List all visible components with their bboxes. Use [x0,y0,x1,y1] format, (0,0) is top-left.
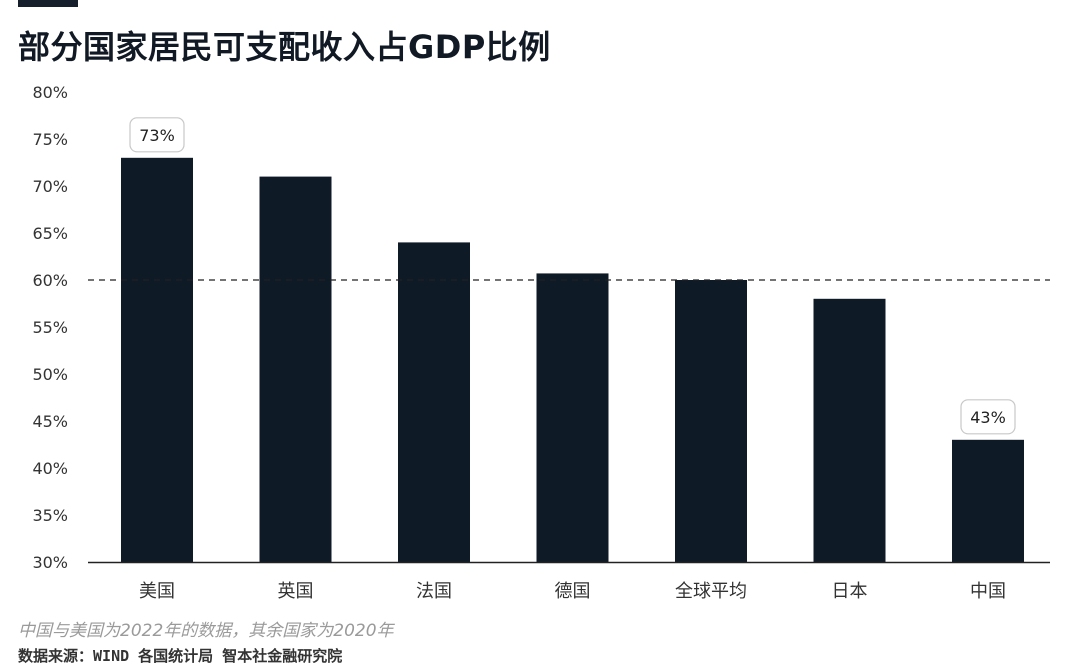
data-note: 中国与美国为2022年的数据，其余国家为2020年 [18,621,394,641]
header-accent-bar [18,0,78,7]
bar [121,157,193,563]
y-tick-label: 35% [32,506,68,525]
data-source-label: 数据来源： [18,647,94,665]
bar-chart: 30% 35% 40% 45% 50% 55% 60% 65% 70% 75% 80% 美国 英国 法国 德… [32,83,1050,602]
bar [259,176,332,562]
x-tick-label: 法国 [416,581,452,602]
bar [813,298,886,562]
y-tick-label: 80% [32,83,68,102]
bar [536,273,609,562]
data-source: 数据来源：WIND 各国统计局 智本社金融研究院 [18,645,342,666]
y-tick-label: 60% [32,271,68,290]
x-tick-label: 美国 [139,581,175,602]
y-tick-label: 55% [32,318,68,337]
y-tick-label: 50% [32,365,68,384]
data-label: 73% [139,126,175,145]
x-tick-label: 英国 [278,581,314,602]
data-source-text: WIND 各国统计局 智本社金融研究院 [93,647,343,665]
y-tick-label: 65% [32,224,68,243]
data-label-box [129,117,185,153]
x-tick-label: 中国 [970,581,1006,602]
y-tick-label: 30% [32,553,68,572]
x-tick-label: 日本 [832,581,868,602]
bar [398,242,470,562]
data-label-box [960,399,1016,435]
data-label: 43% [970,408,1006,427]
y-tick-label: 40% [32,459,68,478]
x-tick-label: 德国 [555,581,591,602]
x-tick-label: 全球平均 [675,581,747,602]
bar [675,280,747,562]
y-tick-label: 75% [32,130,68,149]
bar [952,439,1024,562]
y-tick-label: 70% [32,177,68,196]
chart-title: 部分国家居民可支配收入占GDP比例 [18,28,551,66]
y-tick-label: 45% [32,412,68,431]
